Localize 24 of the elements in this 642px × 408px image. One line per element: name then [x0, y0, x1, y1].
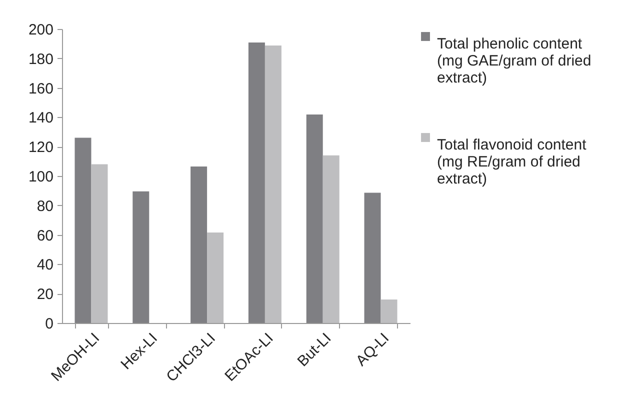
- bar: [306, 114, 323, 323]
- y-tick-label: 160: [28, 80, 54, 98]
- legend-label: Total flavonoid content (mg RE/gram of dried extract): [437, 136, 588, 188]
- y-tick-label: 120: [28, 139, 54, 156]
- bar: [207, 232, 224, 323]
- y-tick-label: 180: [28, 50, 54, 68]
- y-tick-label: 60: [36, 227, 54, 244]
- bar: [190, 166, 208, 323]
- y-tick-label: 140: [28, 110, 54, 127]
- bar: [248, 42, 265, 323]
- y-tick-label: 100: [28, 168, 54, 186]
- bar: [91, 164, 108, 323]
- bar: [322, 155, 340, 323]
- y-tick-label: 0: [45, 316, 54, 332]
- y-tick-label: 200: [28, 22, 54, 38]
- y-tick-label: 80: [36, 198, 54, 215]
- y-tick-label: 40: [36, 256, 54, 274]
- legend-label: Total phenolic content (mg GAE/gram of dried extract): [437, 36, 592, 86]
- bar: [380, 299, 398, 323]
- bar: [364, 192, 381, 323]
- bar: [74, 138, 92, 323]
- bar: [264, 45, 282, 323]
- y-tick-label: 20: [36, 286, 54, 304]
- bar: [132, 191, 150, 323]
